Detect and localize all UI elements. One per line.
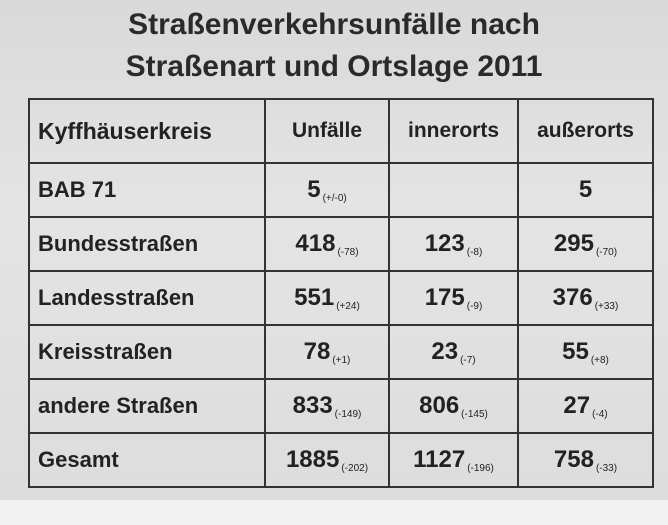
- data-cell: 551 (+24): [264, 270, 390, 326]
- cell-value: 78: [303, 338, 331, 365]
- data-cell: 376 (+33): [517, 270, 654, 326]
- cell-value: 5: [578, 176, 593, 203]
- data-cell: 295 (-70): [517, 216, 654, 272]
- cell-change: (+33): [594, 301, 619, 312]
- table-row: Landesstraßen 551 (+24) 175 (-9) 376 (+33): [28, 270, 654, 326]
- table-row: andere Straßen 833 (-149) 806 (-145) 27 (-4): [28, 378, 654, 434]
- cell-value: 55: [562, 338, 589, 365]
- table-row: Gesamt 1885 (-202) 1127 (-196) 758 (-33): [28, 432, 654, 488]
- cell-change: (-9): [466, 301, 483, 312]
- data-cell: 833 (-149): [264, 378, 390, 434]
- data-cell: 78 (+1): [264, 324, 390, 380]
- data-cell: 758 (-33): [517, 432, 654, 488]
- row-label: Kreisstraßen: [28, 324, 266, 380]
- table-row: Bundesstraßen 418 (-78) 123 (-8) 295 (-70): [28, 216, 654, 272]
- data-cell: 175 (-9): [388, 270, 519, 326]
- cell-value: 806: [419, 392, 460, 419]
- cell-change: (-70): [595, 247, 618, 258]
- cell-value: 295: [553, 230, 594, 257]
- column-header: Kyffhäuserkreis: [28, 98, 266, 164]
- cell-value: 23: [431, 338, 459, 365]
- cell-change: (+/-0): [322, 193, 347, 204]
- cell-change: (-196): [467, 463, 494, 474]
- cell-value: 1885: [285, 446, 340, 473]
- cell-change: (-145): [461, 409, 488, 420]
- data-cell: 5: [517, 162, 654, 218]
- cell-value: 551: [294, 284, 335, 311]
- header-row: Kyffhäuserkreis Unfälle innerorts außerorts: [28, 98, 654, 164]
- cell-change: (-149): [334, 409, 362, 420]
- data-cell: 418 (-78): [264, 216, 390, 272]
- column-header: außerorts: [517, 98, 654, 164]
- cell-value: 123: [424, 230, 465, 257]
- data-cell: 55 (+8): [517, 324, 654, 380]
- table-row: Kreisstraßen 78 (+1) 23 (-7) 55 (+8): [28, 324, 654, 380]
- data-cell: 5 (+/-0): [264, 162, 390, 218]
- title-line: Straßenart und Ortslage 2011: [125, 50, 543, 83]
- cell-change: (+1): [332, 355, 351, 366]
- cell-change: (-4): [592, 409, 608, 420]
- title-line: Straßenverkehrsunfälle nach: [128, 8, 540, 41]
- cell-value: 175: [424, 284, 465, 311]
- cell-value: 5: [307, 176, 321, 203]
- data-cell: 27 (-4): [517, 378, 654, 434]
- page-margin: [0, 500, 668, 525]
- cell-change: (-33): [595, 463, 618, 474]
- cell-value: 1127: [413, 446, 466, 473]
- data-cell: 123 (-8): [388, 216, 519, 272]
- column-header: Unfälle: [264, 98, 390, 164]
- cell-change: (-8): [466, 247, 483, 258]
- data-cell: 1885 (-202): [264, 432, 390, 488]
- cell-change: (-202): [341, 463, 369, 474]
- cell-value: 418: [295, 230, 336, 257]
- table-body: BAB 71 5 (+/-0) 5 Bundesstraßen 418 (-78) 123 (-…: [28, 162, 654, 488]
- cell-value: 376: [552, 284, 593, 311]
- column-header: innerorts: [388, 98, 519, 164]
- row-label: Bundesstraßen: [28, 216, 266, 272]
- row-label: Landesstraßen: [28, 270, 266, 326]
- accident-table: Kyffhäuserkreis Unfälle innerorts außerorts…: [28, 98, 654, 488]
- data-cell: 23 (-7): [388, 324, 519, 380]
- cell-value: 27: [563, 392, 591, 419]
- row-label: BAB 71: [28, 162, 266, 218]
- table-row: BAB 71 5 (+/-0) 5: [28, 162, 654, 218]
- row-label: Gesamt: [28, 432, 266, 488]
- cell-change: (-7): [460, 355, 476, 366]
- cell-change: (+24): [336, 301, 360, 312]
- cell-value: 833: [292, 392, 333, 419]
- title: Straßenverkehrsunfälle nach Straßenart u…: [0, 4, 668, 88]
- cell-change: (-78): [337, 247, 359, 258]
- cell-value: 758: [553, 446, 594, 473]
- data-cell: 806 (-145): [388, 378, 519, 434]
- data-cell: [388, 162, 519, 218]
- row-label: andere Straßen: [28, 378, 266, 434]
- data-cell: 1127 (-196): [388, 432, 519, 488]
- cell-change: (+8): [590, 355, 609, 366]
